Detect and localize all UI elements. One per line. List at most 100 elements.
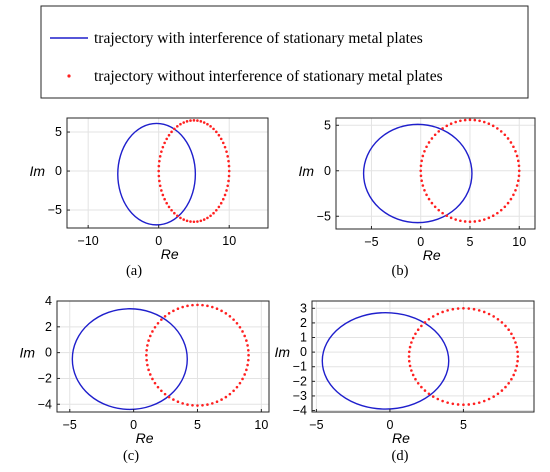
series-without-interference-point	[472, 402, 476, 406]
series-without-interference-point	[411, 373, 415, 377]
series-without-interference-point	[245, 339, 248, 342]
series-without-interference-point	[411, 336, 415, 340]
series-without-interference-point	[512, 193, 515, 197]
series-without-interference-point	[425, 193, 428, 197]
series-without-interference-point	[456, 403, 460, 406]
x-tick-label: −5	[364, 235, 378, 249]
series-without-interference-point	[517, 169, 521, 173]
y-tick-label: 5	[55, 125, 62, 139]
series-without-interference-point	[153, 381, 157, 385]
series-without-interference-point	[459, 219, 462, 223]
legend-box	[40, 5, 529, 99]
series-without-interference-point	[478, 119, 481, 123]
x-tick-label: 10	[512, 235, 526, 249]
y-tick-label: 3	[300, 301, 307, 315]
series-without-interference-point	[512, 145, 515, 149]
series-without-interference-point	[487, 122, 491, 125]
series-without-interference-point	[419, 174, 423, 178]
series-without-interference-point	[482, 120, 486, 124]
series-without-interference-point	[414, 332, 417, 336]
series-without-interference-point	[514, 188, 517, 192]
series-without-interference-point	[209, 125, 212, 128]
y-tick-label: 0	[324, 164, 331, 178]
x-tick-label: −5	[63, 418, 77, 432]
y-tick-label: 5	[324, 118, 331, 132]
series-without-interference-point	[515, 364, 519, 368]
series-without-interference-point	[449, 216, 453, 220]
series-without-interference-point	[235, 321, 239, 325]
series-with-interference-curve	[362, 123, 473, 224]
x-axis-label: Re	[392, 430, 410, 446]
series-without-interference-point	[437, 130, 441, 133]
series-without-interference-point	[146, 363, 149, 367]
series-without-interference-point	[185, 120, 189, 123]
series-without-interference-point	[217, 205, 221, 209]
series-without-interference-point	[182, 218, 186, 221]
series-without-interference-point	[247, 353, 250, 357]
series-with-interference-curve	[321, 311, 450, 410]
y-tick-label: −5	[317, 209, 331, 223]
legend: trajectory with interference of stationa…	[40, 5, 529, 99]
series-without-interference-point	[451, 402, 455, 406]
series-without-interference-point	[225, 150, 228, 153]
series-without-interference-point	[157, 174, 161, 178]
series-without-interference-point	[191, 404, 194, 407]
x-tick-label: 10	[254, 418, 268, 432]
series-without-interference-point	[172, 398, 175, 401]
series-without-interference-point	[509, 141, 513, 144]
series-without-interference-point	[516, 359, 519, 363]
series-without-interference-point	[482, 218, 486, 221]
series-without-interference-point	[436, 312, 440, 316]
series-without-interference-point	[219, 201, 223, 205]
series-without-interference-point	[172, 309, 175, 313]
series-without-interference-point	[423, 188, 426, 192]
series-without-interference-point	[217, 133, 221, 137]
y-axis-label: Im	[298, 163, 314, 179]
series-without-interference-point	[423, 149, 426, 153]
series-without-interference-point	[238, 325, 242, 329]
series-without-interference-point	[206, 403, 209, 406]
series-without-interference-point	[420, 179, 423, 183]
plot-area	[312, 301, 534, 412]
series-without-interference-point	[463, 220, 467, 223]
series-without-interference-point	[219, 137, 223, 141]
series-without-interference-point	[192, 220, 196, 224]
series-without-interference-point	[421, 184, 425, 187]
y-tick-label: −2	[38, 371, 52, 385]
series-without-interference-point	[408, 364, 412, 368]
series-without-interference-point	[446, 309, 449, 312]
x-tick-label: −5	[309, 418, 323, 432]
series-without-interference-point	[487, 312, 491, 316]
series-without-interference-point	[215, 400, 219, 404]
series-without-interference-point	[416, 381, 420, 385]
series-without-interference-point	[201, 404, 204, 407]
series-without-interference-point	[431, 315, 435, 318]
series-without-interference-point	[246, 363, 249, 367]
series-without-interference-point	[468, 118, 472, 122]
series-without-interference-point	[158, 155, 162, 158]
series-without-interference-point	[507, 328, 510, 332]
series-with-interference-curve	[71, 308, 188, 411]
series-without-interference-point	[433, 205, 437, 209]
y-axis-label: Im	[29, 163, 45, 179]
series-without-interference-point	[423, 389, 427, 392]
series-without-interference-point	[504, 324, 507, 328]
series-without-interference-point	[514, 369, 517, 372]
series-without-interference-point	[496, 392, 500, 396]
panel-c: −5 0 5 10 −4 −2 0 2 4 Re Im (c)	[19, 294, 270, 464]
series-without-interference-point	[238, 381, 242, 385]
series-without-interference-point	[209, 214, 212, 218]
legend-entry-with-interference: trajectory with interference of stationa…	[94, 30, 423, 47]
series-without-interference-point	[156, 385, 160, 389]
series-without-interference-point	[181, 402, 184, 405]
series-without-interference-point	[500, 389, 504, 392]
y-tick-label: 2	[45, 320, 52, 334]
series-without-interference-point	[163, 197, 166, 201]
panel-caption: (a)	[126, 263, 142, 279]
series-without-interference-point	[220, 398, 223, 401]
series-without-interference-point	[514, 149, 517, 153]
x-axis-label: Re	[136, 430, 154, 446]
series-without-interference-point	[176, 307, 180, 311]
